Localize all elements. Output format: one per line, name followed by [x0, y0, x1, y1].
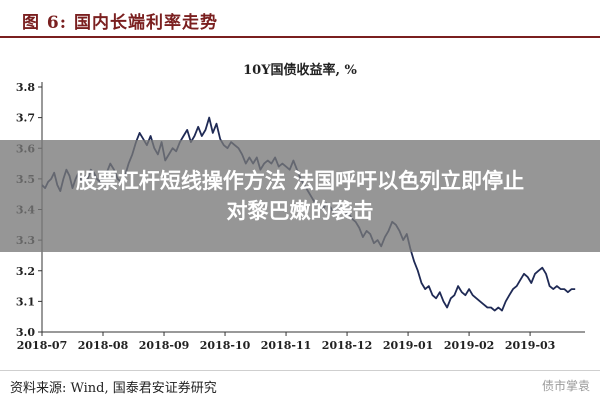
x-tick-label: 2019-02 [444, 339, 495, 352]
headline-overlay: 股票杠杆短线操作方法 法国呼吁以色列立即停止 对黎巴嫩的袭击 [0, 140, 600, 252]
source-bar: 资料来源: Wind, 国泰君安证券研究 债市掌袁 [0, 370, 600, 401]
figure-header: 图 6: 国内长端利率走势 [0, 0, 600, 38]
x-tick-label: 2018-11 [261, 339, 312, 352]
x-tick-label: 2018-08 [78, 339, 129, 352]
y-tick-label: 3.7 [16, 112, 35, 125]
y-tick-label: 3.8 [16, 81, 35, 94]
x-tick-label: 2018-09 [139, 339, 190, 352]
source-text: 资料来源: Wind, 国泰君安证券研究 [10, 381, 217, 396]
watermark-logo: 债市掌袁 [541, 379, 590, 393]
y-tick-label: 3.1 [16, 295, 35, 308]
figure-label: 图 6: 国内长端利率走势 [22, 13, 218, 33]
headline-line-2: 对黎巴嫩的袭击 [226, 199, 374, 223]
x-tick-label: 2018-07 [17, 339, 68, 352]
x-tick-label: 2018-12 [322, 339, 373, 352]
x-tick-label: 2019-03 [505, 339, 556, 352]
y-tick-label: 3.0 [16, 326, 35, 339]
y-tick-label: 3.2 [16, 265, 35, 278]
headline-line-1: 股票杠杆短线操作方法 法国呼吁以色列立即停止 [75, 169, 525, 193]
x-tick-label: 2018-10 [200, 339, 251, 352]
chart-title: 10Y国债收益率, % [243, 62, 357, 78]
x-tick-label: 2019-01 [383, 339, 434, 352]
